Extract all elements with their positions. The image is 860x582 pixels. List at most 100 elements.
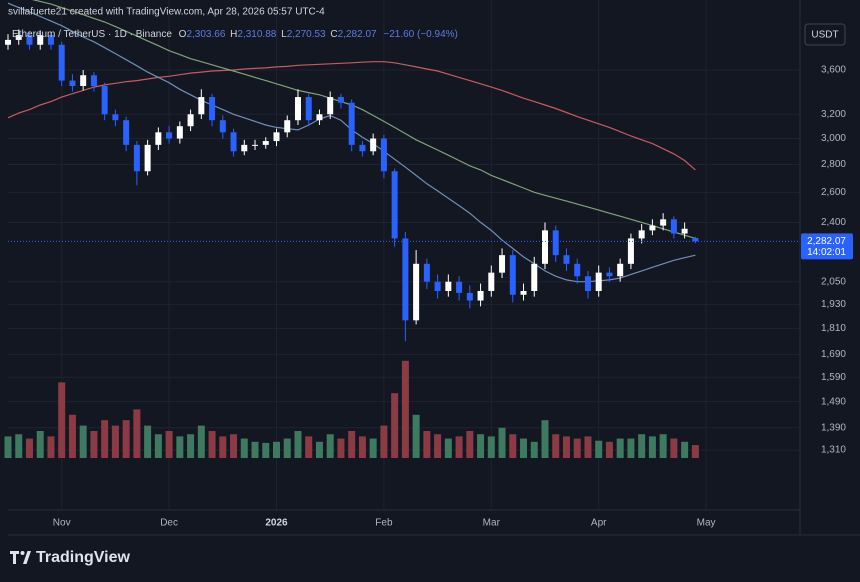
volume-bar (305, 436, 313, 458)
candle-body (15, 35, 22, 40)
x-tick-label: 2026 (265, 518, 288, 529)
volume-bar (36, 431, 44, 458)
y-tick-label: 2,400 (821, 217, 846, 228)
x-tick-label: May (697, 518, 716, 529)
volume-bar (584, 436, 592, 458)
countdown: 14:02:01 (807, 247, 846, 258)
candle-body (445, 281, 452, 291)
ohlc-value: 2,282.07 (338, 29, 377, 40)
candle-body (262, 141, 269, 145)
volume-bar (144, 425, 152, 458)
candle-body (209, 97, 216, 121)
volume-bar (638, 434, 646, 458)
y-tick-label: 3,600 (821, 65, 846, 76)
last-price-box (801, 233, 853, 260)
y-tick-label: 1,390 (821, 422, 846, 433)
volume-bar (47, 436, 55, 458)
currency-box[interactable] (804, 23, 846, 46)
volume-bar (681, 441, 689, 458)
candle-body (123, 120, 130, 145)
volume-bar (616, 438, 624, 458)
candle-body (681, 228, 688, 234)
candle-body (176, 126, 183, 139)
volume-bar (4, 436, 12, 458)
candle-body (101, 85, 108, 115)
candle-body (488, 272, 495, 291)
candle-body (37, 35, 44, 45)
volume-bar (369, 438, 377, 458)
x-tick-label: Nov (53, 518, 71, 529)
candle-body (402, 238, 409, 321)
candle-body (563, 255, 570, 264)
volume-bar (691, 445, 699, 458)
volume-bar (498, 427, 506, 458)
candle-body (359, 144, 366, 152)
candle-body (434, 281, 441, 291)
ohlc-letter: L (281, 29, 287, 40)
ohlc-value: 2,310.88 (237, 29, 276, 40)
volume-bar (262, 442, 270, 458)
candle-body (638, 230, 645, 239)
volume-bar (154, 434, 162, 458)
candle-body (294, 97, 301, 121)
candle-body (187, 114, 194, 127)
volume-bar (605, 441, 613, 458)
volume-bar (423, 431, 431, 458)
ohlc-letter: O (179, 29, 187, 40)
y-tick-label: 1,490 (821, 396, 846, 407)
volume-bar (358, 436, 366, 458)
y-tick-label: 3,200 (821, 109, 846, 120)
volume-bar (455, 436, 463, 458)
candle-body (423, 263, 430, 282)
volume-bar (230, 434, 238, 458)
candle-body (198, 97, 205, 115)
candle-body (305, 97, 312, 121)
volume-bar (122, 420, 130, 458)
volume-bar (401, 360, 409, 458)
candle-body (230, 132, 237, 152)
candle-body (370, 138, 377, 152)
candle-body (692, 237, 699, 242)
candle-body (348, 102, 355, 145)
volume-bar (25, 438, 33, 458)
attribution: svillafuerte21 created with TradingView.… (8, 7, 325, 18)
volume-bar (187, 434, 195, 458)
candle-body (80, 75, 87, 86)
candle-body (574, 263, 581, 277)
volume-bar (165, 431, 173, 458)
volume-bar (101, 420, 109, 458)
candle-body (337, 97, 344, 103)
y-tick-label: 2,800 (821, 159, 846, 170)
volume-bar (326, 434, 334, 458)
candle-body (241, 144, 248, 152)
candle-body (47, 35, 54, 45)
candle-body (219, 120, 226, 133)
volume-bar (348, 431, 356, 458)
volume-bar (487, 436, 495, 458)
currency[interactable]: USDT (811, 30, 838, 41)
candle-body (552, 230, 559, 256)
candle-body (327, 97, 334, 115)
candle-body (595, 272, 602, 291)
change: −21.60 (−0.94%) (383, 29, 458, 40)
candle-body (391, 171, 398, 239)
volume-bar (273, 441, 280, 458)
brand: TradingView (36, 549, 131, 566)
volume-bar (133, 409, 141, 458)
candle-body (531, 263, 538, 291)
volume-bar (294, 431, 302, 458)
volume-bar (208, 431, 216, 458)
volume-bar (648, 436, 656, 458)
volume-bar (251, 441, 259, 458)
candle-body (466, 292, 473, 301)
brand-logo (10, 551, 31, 564)
volume-bar (337, 438, 345, 458)
volume-bar (90, 431, 98, 458)
volume-bar (659, 434, 667, 458)
candle-body (252, 144, 259, 146)
x-tick-label: Feb (375, 518, 393, 529)
volume-bar (477, 434, 485, 458)
volume-bar (240, 438, 248, 458)
candle-body (284, 120, 291, 133)
volume-bar (197, 425, 205, 458)
